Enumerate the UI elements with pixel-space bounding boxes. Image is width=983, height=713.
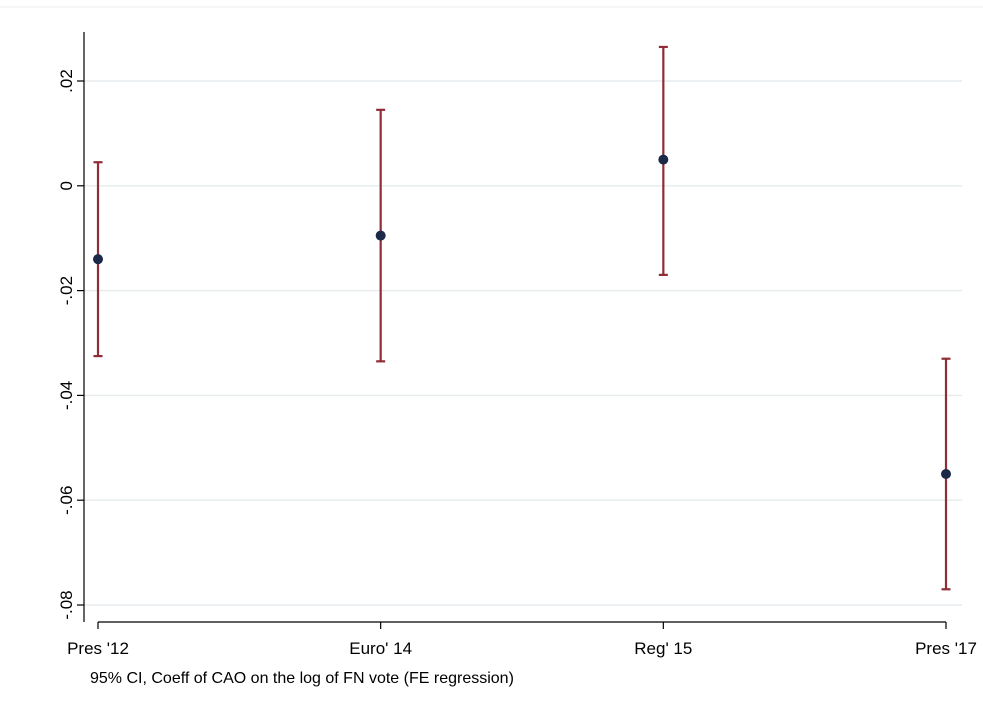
x-axis-ticks: Pres '12 Euro' 14 Reg' 15 Pres '17 <box>67 622 977 658</box>
x-tick-label: Pres '12 <box>67 639 129 658</box>
x-tick-label: Pres '17 <box>915 639 977 658</box>
y-tick-label: 0 <box>57 181 76 190</box>
y-tick-label: .02 <box>57 69 76 93</box>
chart-note: 95% CI, Coeff of CAO on the log of FN vo… <box>90 670 514 687</box>
y-tick-label: -.08 <box>57 590 76 619</box>
x-tick-label: Reg' 15 <box>634 639 692 658</box>
point-estimate <box>941 469 951 479</box>
y-tick-label: -.04 <box>57 381 76 410</box>
x-tick-label: Euro' 14 <box>349 639 412 658</box>
axes <box>83 32 946 623</box>
y-tick-label: -.02 <box>57 276 76 305</box>
point-estimates <box>93 154 951 479</box>
y-axis-ticks: .02 0 -.02 -.04 -.06 -.08 <box>57 69 84 620</box>
confidence-intervals <box>93 45 951 591</box>
point-estimate <box>658 154 669 165</box>
point-estimate <box>375 230 386 241</box>
point-estimate <box>93 254 103 265</box>
y-tick-label: -.06 <box>57 486 76 515</box>
gridlines <box>84 80 962 606</box>
